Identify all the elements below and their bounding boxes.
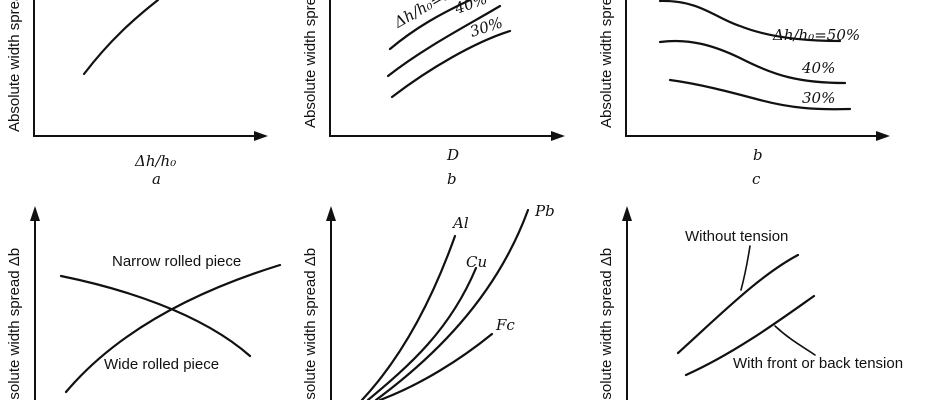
panel-f-label-without: Without tension <box>685 228 788 245</box>
panel-f-leader-without <box>740 245 751 291</box>
panel-c-label-40: 40% <box>801 59 835 77</box>
panel-e-curve-pb <box>374 208 530 402</box>
panel-b-curve-40 <box>386 4 502 78</box>
panel-d-y-arrow <box>30 206 40 221</box>
panel-d-curve-narrow <box>64 263 282 394</box>
panel-a-curve <box>82 0 160 76</box>
panel-d: Absolute width spread Δb Narrow rolled p… <box>6 206 282 405</box>
panel-b-x-arrow <box>551 131 565 141</box>
panel-f-curve-without <box>676 253 800 355</box>
panel-e-y-arrow <box>326 206 336 221</box>
panel-e-label-pb: Pb <box>534 202 555 220</box>
panel-e-curve-cu <box>366 266 478 402</box>
panel-b-caption: b <box>447 170 457 188</box>
panel-f-y-arrow <box>622 206 632 221</box>
panel-b-y-axis-label: Absolute width spread Δb <box>302 0 319 128</box>
panel-e-curve-al <box>360 234 457 402</box>
panel-c-caption: c <box>752 170 761 188</box>
panel-f-y-axis-label: Absolute width spread Δb <box>598 248 615 400</box>
panel-d-y-axis-label: Absolute width spread Δb <box>6 248 23 400</box>
panel-e-label-cu: Cu <box>466 253 487 271</box>
panel-c-axes <box>625 0 880 137</box>
panel-c: Absolute width spread Δb Δh/h₀=50% 40% 3… <box>598 0 890 188</box>
panel-f-leader-with <box>774 325 816 356</box>
panel-a-y-axis-label: Absolute width spread Δb <box>6 0 23 132</box>
panel-d-label-wide: Wide rolled piece <box>104 356 219 373</box>
panel-f-label-with: With front or back tension <box>733 355 903 372</box>
panel-e-label-al: Al <box>451 214 469 232</box>
panel-b-x-axis-label: D <box>446 146 459 164</box>
panel-e-y-axis-label: Absolute width spread Δb <box>302 248 319 400</box>
panel-e-label-fc: Fc <box>495 316 515 334</box>
panel-a: Absolute width spread Δb Δh/h₀ a <box>6 0 268 188</box>
panel-a-x-arrow <box>254 131 268 141</box>
panel-c-y-axis-label: Absolute width spread Δb <box>598 0 615 128</box>
panel-b-curve-50 <box>388 0 472 51</box>
panel-f-curve-with <box>684 294 816 377</box>
panel-b-label-30: 30% <box>468 13 505 40</box>
panel-b-curve-30 <box>390 29 512 99</box>
panel-e-curve-fc <box>378 332 494 402</box>
panel-e: Absolute width spread Δb Al Cu Pb Fc <box>302 202 555 405</box>
panel-c-curve-40 <box>658 39 847 85</box>
panel-c-x-arrow <box>876 131 890 141</box>
panel-f: Absolute width spread Δb Without tension… <box>598 206 903 405</box>
panel-b: Absolute width spread Δb Δh/h₀=50% 40% 3… <box>302 0 565 188</box>
panel-a-caption: a <box>152 170 161 188</box>
panel-c-label-50: Δh/h₀=50% <box>772 26 860 44</box>
panel-b-axes <box>329 0 555 137</box>
panel-d-label-narrow: Narrow rolled piece <box>112 253 241 270</box>
panel-a-x-axis-label: Δh/h₀ <box>134 152 176 170</box>
panel-c-label-30: 30% <box>802 89 835 107</box>
panel-c-curve-50 <box>658 0 842 43</box>
panel-c-x-axis-label: b <box>753 146 763 164</box>
panel-a-axes <box>33 0 258 137</box>
panel-d-curve-wide <box>59 274 252 358</box>
panel-c-curve-30 <box>668 78 852 111</box>
